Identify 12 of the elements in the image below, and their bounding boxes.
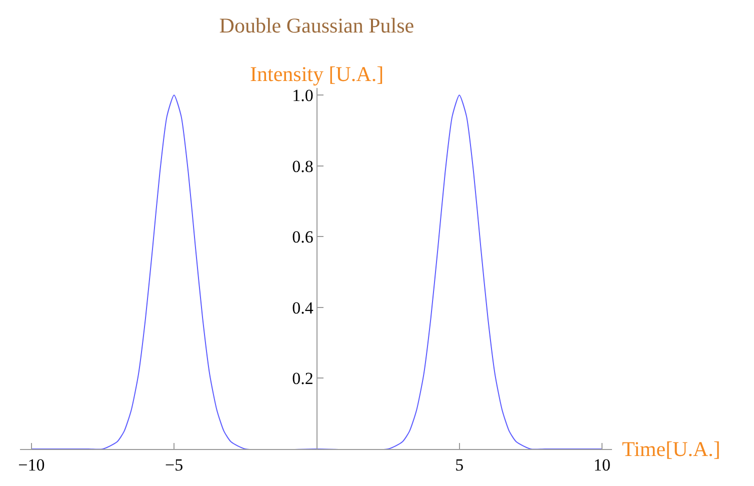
x-tick-label: −10 [18,455,45,474]
x-tick-label: 5 [455,455,464,474]
y-tick-label: 0.4 [292,298,314,318]
y-axis-title: Intensity [U.A.] [250,62,384,86]
x-tick-label: 10 [594,455,611,474]
x-axis-title: Time[U.A.] [622,437,720,461]
chart-title: Double Gaussian Pulse [219,14,414,38]
y-tick-label: 0.8 [292,156,314,176]
y-tick-label: 0.6 [292,228,314,247]
y-tick-label: 0.2 [292,369,314,388]
y-tick-label: 1.0 [292,86,314,106]
x-tick-label: −5 [165,455,184,474]
